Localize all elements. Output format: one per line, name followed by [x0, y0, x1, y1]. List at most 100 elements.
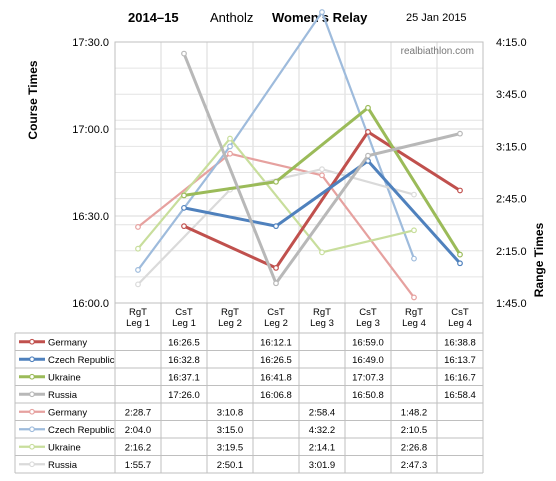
table-cell-value: 16:59.0	[352, 337, 384, 348]
course-series-point	[273, 265, 279, 271]
legend-marker-swatch	[29, 461, 35, 468]
range-series-point	[135, 245, 141, 252]
event-title: Women's Relay	[272, 10, 368, 25]
table-cell-value: 17:07.3	[352, 372, 384, 383]
range-series-point	[227, 135, 233, 142]
course-series-point	[365, 152, 371, 159]
table-cell-value: 2:10.5	[401, 425, 427, 436]
table-cell-value: 16:16.7	[444, 372, 476, 383]
range-series-point	[319, 172, 325, 179]
legend-marker-swatch	[29, 408, 35, 415]
course-series-point	[457, 187, 463, 194]
range-series-point	[135, 224, 141, 230]
category-label: Leg 4	[448, 318, 472, 329]
course-series-point	[365, 104, 371, 111]
course-series-line	[183, 130, 461, 270]
table-cell-value: 4:32.2	[309, 425, 335, 436]
table-cell-value: 16:38.8	[444, 337, 476, 348]
table-cell-value: 2:16.2	[125, 442, 151, 453]
legend-marker-swatch	[29, 338, 35, 345]
table-cell-value: 2:26.8	[401, 442, 427, 453]
table-row-label: Ukraine	[48, 372, 81, 383]
category-label: Leg 2	[264, 318, 288, 329]
legend-marker-swatch	[29, 356, 35, 363]
range-series-line	[137, 152, 415, 299]
category-label: Leg 3	[310, 318, 334, 329]
table-cell-value: 16:32.8	[168, 355, 200, 366]
table-cell-value: 16:06.8	[260, 390, 292, 401]
course-series-point	[181, 204, 187, 211]
legend-marker-swatch	[29, 443, 35, 450]
table-cell-value: 2:14.1	[309, 442, 335, 453]
table-cell-value: 1:48.2	[401, 407, 427, 418]
range-series-point	[135, 281, 141, 288]
course-series-point	[181, 50, 187, 57]
category-label: RgT	[405, 307, 423, 318]
table-cell-value: 3:01.9	[309, 460, 335, 471]
right-axis-tick-label: 2:45.0	[496, 194, 527, 206]
table-row-label: Russia	[48, 460, 78, 471]
right-axis-title: Range Times	[532, 222, 546, 297]
table-cell-value: 16:41.8	[260, 372, 292, 383]
table-row-label: Czech Republic	[48, 355, 115, 366]
course-series-point	[457, 130, 463, 137]
table-cell-value: 2:28.7	[125, 407, 151, 418]
table-cell-value: 16:49.0	[352, 355, 384, 366]
table-cell-value: 16:12.1	[260, 337, 292, 348]
course-series-point	[181, 192, 187, 199]
right-axis-tick-label: 3:15.0	[496, 141, 527, 153]
table-cell-value: 3:19.5	[217, 442, 243, 453]
course-series-point	[457, 251, 463, 258]
event-date: 25 Jan 2015	[406, 12, 467, 24]
course-series-point	[273, 178, 279, 185]
category-label: CsT	[359, 307, 377, 318]
legend-marker-swatch	[29, 391, 35, 398]
right-axis-tick-label: 4:15.0	[496, 37, 527, 49]
course-series-point	[181, 223, 187, 230]
course-series-point	[273, 280, 279, 287]
table-row-label: Ukraine	[48, 442, 81, 453]
table-cell-value: 16:58.4	[444, 390, 476, 401]
category-label: CsT	[175, 307, 193, 318]
table-cell-value: 16:13.7	[444, 355, 476, 366]
table-cell-value: 3:10.8	[217, 407, 243, 418]
course-series-line	[183, 106, 462, 256]
venue-title: Antholz	[210, 10, 254, 25]
table-row-label: Germany	[48, 407, 87, 418]
table-cell-value: 2:04.0	[125, 425, 151, 436]
right-axis-tick-label: 3:45.0	[496, 89, 527, 101]
course-series-point	[365, 128, 371, 135]
range-series-point	[411, 191, 417, 198]
category-label: Leg 4	[402, 318, 426, 329]
legend-marker-swatch	[29, 373, 35, 380]
table-row-label: Germany	[48, 337, 87, 348]
legend-marker-swatch	[29, 426, 35, 433]
table-cell-value: 2:47.3	[401, 460, 427, 471]
left-axis-tick-label: 17:00.0	[72, 124, 109, 136]
left-axis-title: Course Times	[26, 60, 40, 139]
course-series-point	[273, 223, 279, 230]
table-cell-value: 2:58.4	[309, 407, 335, 418]
category-label: CsT	[267, 307, 285, 318]
table-cell-value: 16:26.5	[168, 337, 200, 348]
left-axis-tick-label: 16:30.0	[72, 211, 109, 223]
course-series-point	[457, 260, 463, 267]
course-series-line	[183, 159, 462, 265]
range-series-point	[411, 294, 417, 301]
season-title: 2014–15	[128, 10, 179, 25]
table-cell-value: 16:26.5	[260, 355, 292, 366]
category-label: RgT	[313, 307, 331, 318]
range-series-point	[319, 9, 325, 15]
category-label: Leg 1	[172, 318, 196, 329]
table-cell-value: 16:37.1	[168, 372, 200, 383]
table-cell-value: 3:15.0	[217, 425, 243, 436]
category-label: Leg 2	[218, 318, 242, 329]
range-series-point	[411, 255, 417, 262]
left-axis-tick-label: 16:00.0	[72, 298, 109, 310]
table-row-label: Russia	[48, 390, 78, 401]
range-series-point	[135, 267, 141, 273]
table-cell-value: 17:26.0	[168, 390, 200, 401]
left-axis-tick-label: 17:30.0	[72, 37, 109, 49]
